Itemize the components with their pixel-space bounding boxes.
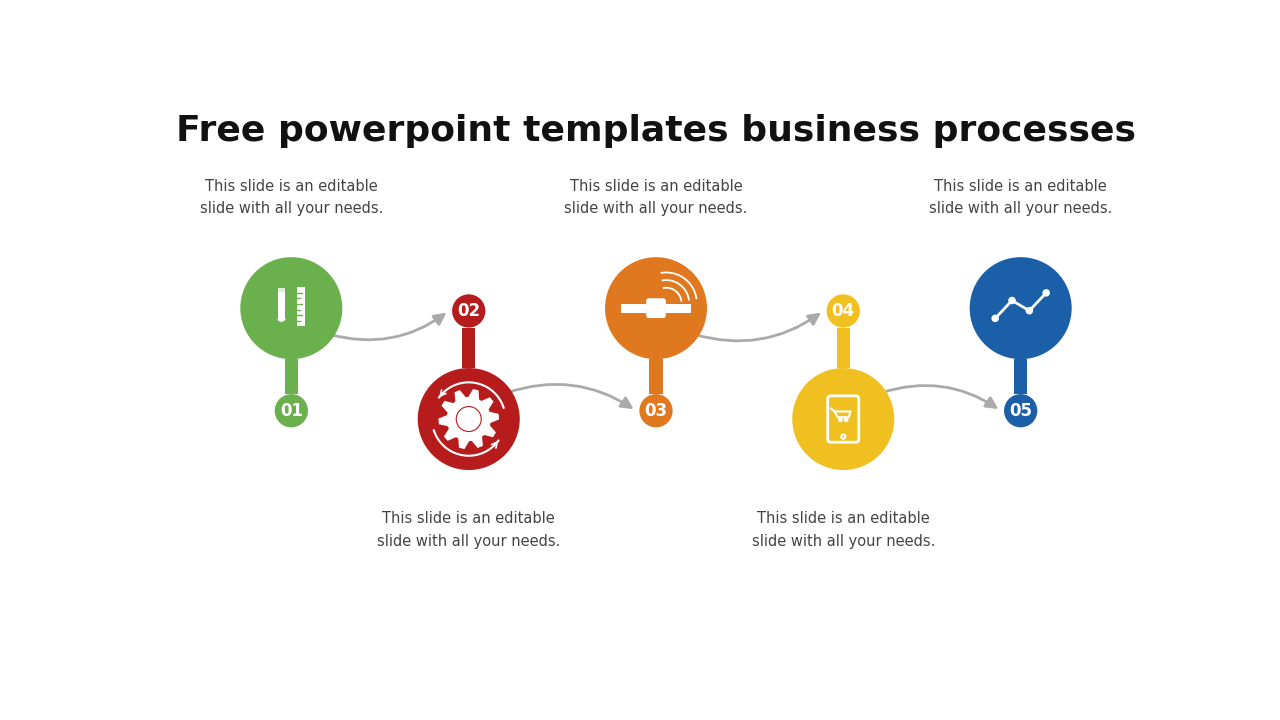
Circle shape bbox=[452, 294, 485, 328]
Text: 05: 05 bbox=[1009, 402, 1032, 420]
FancyBboxPatch shape bbox=[646, 298, 666, 318]
Text: This slide is an editable
slide with all your needs.: This slide is an editable slide with all… bbox=[929, 179, 1112, 216]
Bar bbox=[462, 328, 475, 368]
Circle shape bbox=[1009, 297, 1015, 304]
FancyArrowPatch shape bbox=[330, 315, 444, 340]
Circle shape bbox=[275, 394, 308, 428]
Text: This slide is an editable
slide with all your needs.: This slide is an editable slide with all… bbox=[751, 511, 934, 549]
Bar bbox=[621, 304, 646, 312]
Circle shape bbox=[838, 418, 842, 421]
Text: Free powerpoint templates business processes: Free powerpoint templates business proce… bbox=[177, 114, 1137, 148]
Circle shape bbox=[792, 368, 895, 470]
Circle shape bbox=[417, 368, 520, 470]
Text: This slide is an editable
slide with all your needs.: This slide is an editable slide with all… bbox=[378, 511, 561, 549]
FancyArrowPatch shape bbox=[882, 385, 996, 408]
Circle shape bbox=[992, 315, 998, 321]
Bar bbox=[297, 287, 305, 326]
Circle shape bbox=[457, 408, 480, 431]
Circle shape bbox=[1043, 289, 1050, 296]
Circle shape bbox=[605, 257, 707, 359]
Circle shape bbox=[241, 257, 342, 359]
Bar bbox=[837, 328, 850, 368]
Bar bbox=[278, 292, 285, 320]
Circle shape bbox=[1027, 307, 1033, 314]
Text: 03: 03 bbox=[644, 402, 668, 420]
Text: 04: 04 bbox=[832, 302, 855, 320]
Bar bbox=[278, 288, 285, 292]
Text: 02: 02 bbox=[457, 302, 480, 320]
Text: 01: 01 bbox=[280, 402, 303, 420]
FancyArrowPatch shape bbox=[694, 315, 818, 341]
Polygon shape bbox=[278, 320, 285, 322]
FancyArrowPatch shape bbox=[507, 384, 631, 408]
Bar bbox=[649, 359, 663, 394]
Polygon shape bbox=[439, 390, 498, 449]
Bar bbox=[284, 359, 298, 394]
Circle shape bbox=[1004, 394, 1037, 428]
Bar bbox=[1014, 359, 1028, 394]
Circle shape bbox=[845, 418, 847, 421]
Circle shape bbox=[640, 394, 672, 428]
Circle shape bbox=[457, 407, 481, 431]
Circle shape bbox=[827, 294, 860, 328]
Text: This slide is an editable
slide with all your needs.: This slide is an editable slide with all… bbox=[200, 179, 383, 216]
Circle shape bbox=[970, 257, 1071, 359]
Text: This slide is an editable
slide with all your needs.: This slide is an editable slide with all… bbox=[564, 179, 748, 216]
Bar bbox=[666, 304, 691, 312]
